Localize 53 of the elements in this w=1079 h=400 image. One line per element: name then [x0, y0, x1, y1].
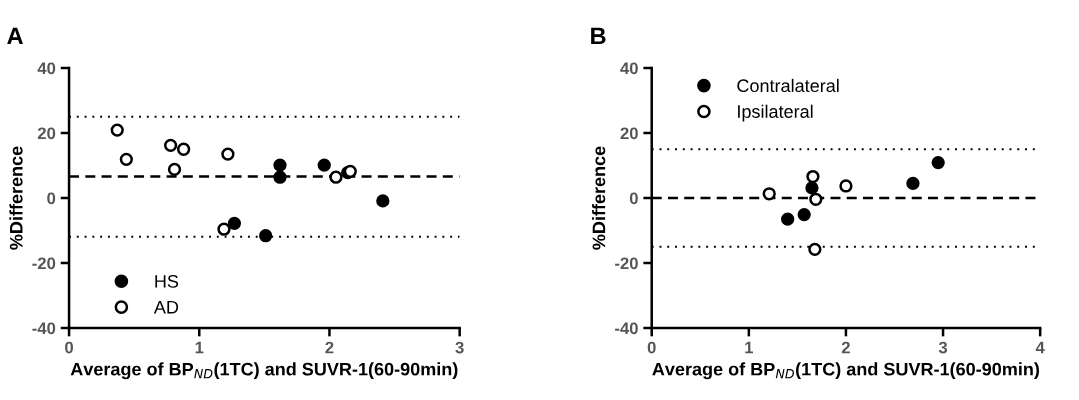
point — [110, 123, 124, 137]
point — [809, 192, 823, 206]
point — [376, 194, 390, 208]
y-tick-label: -40 — [615, 322, 638, 335]
y-tick-label: -20 — [32, 257, 56, 270]
x-tick-label: 1 — [745, 341, 753, 354]
point — [329, 170, 343, 184]
point — [273, 158, 287, 172]
y-tick-label: 20 — [620, 127, 638, 140]
y-tick-label: 20 — [37, 127, 56, 140]
y-axis-title: %Difference — [9, 146, 23, 250]
point — [839, 179, 853, 193]
point — [808, 242, 822, 256]
x-axis-title: Average of BP$_{ND}$(1TC) and SUVR-1(60-90min) — [70, 362, 458, 380]
point — [797, 207, 811, 222]
x-axis-title: Average of BP$_{ND}$(1TC) and SUVR-1(60-90min) — [652, 362, 1039, 380]
point — [906, 176, 920, 190]
x-tick-label: 1 — [195, 341, 204, 354]
point — [259, 229, 273, 243]
point — [273, 170, 287, 184]
y-axis-title: %Difference — [592, 146, 606, 250]
legend-label: AD — [153, 301, 179, 314]
y-tick-label: 40 — [620, 62, 638, 75]
point — [177, 142, 191, 156]
x-tick-label: 2 — [841, 341, 850, 354]
y-tick-label: -20 — [615, 257, 638, 270]
x-tick-label: 4 — [1035, 341, 1045, 354]
point — [931, 155, 945, 170]
legend-label: HS — [155, 274, 179, 288]
x-tick-label: 0 — [65, 341, 74, 354]
y-tick-label: 0 — [629, 192, 638, 205]
x-tick-label: 2 — [325, 341, 334, 354]
point — [217, 222, 231, 236]
y-tick-label: 0 — [47, 192, 56, 205]
point — [805, 181, 819, 195]
point — [317, 158, 331, 172]
legend-label: Contralateral — [737, 78, 839, 93]
chart-title: A — [7, 27, 23, 45]
point — [119, 152, 133, 166]
point — [227, 216, 242, 230]
y-tick-label: -40 — [32, 322, 56, 335]
point — [221, 147, 235, 161]
x-tick-label: 3 — [938, 341, 948, 354]
point — [167, 162, 182, 177]
y-tick-label: 40 — [37, 62, 56, 75]
point — [762, 187, 776, 201]
point — [806, 169, 820, 184]
point — [163, 138, 178, 152]
point — [781, 212, 795, 226]
chart-title: B — [591, 27, 606, 45]
legend-label: Ipsilateral — [738, 104, 813, 122]
x-tick-label: 3 — [455, 341, 464, 354]
x-tick-label: 0 — [647, 341, 656, 354]
